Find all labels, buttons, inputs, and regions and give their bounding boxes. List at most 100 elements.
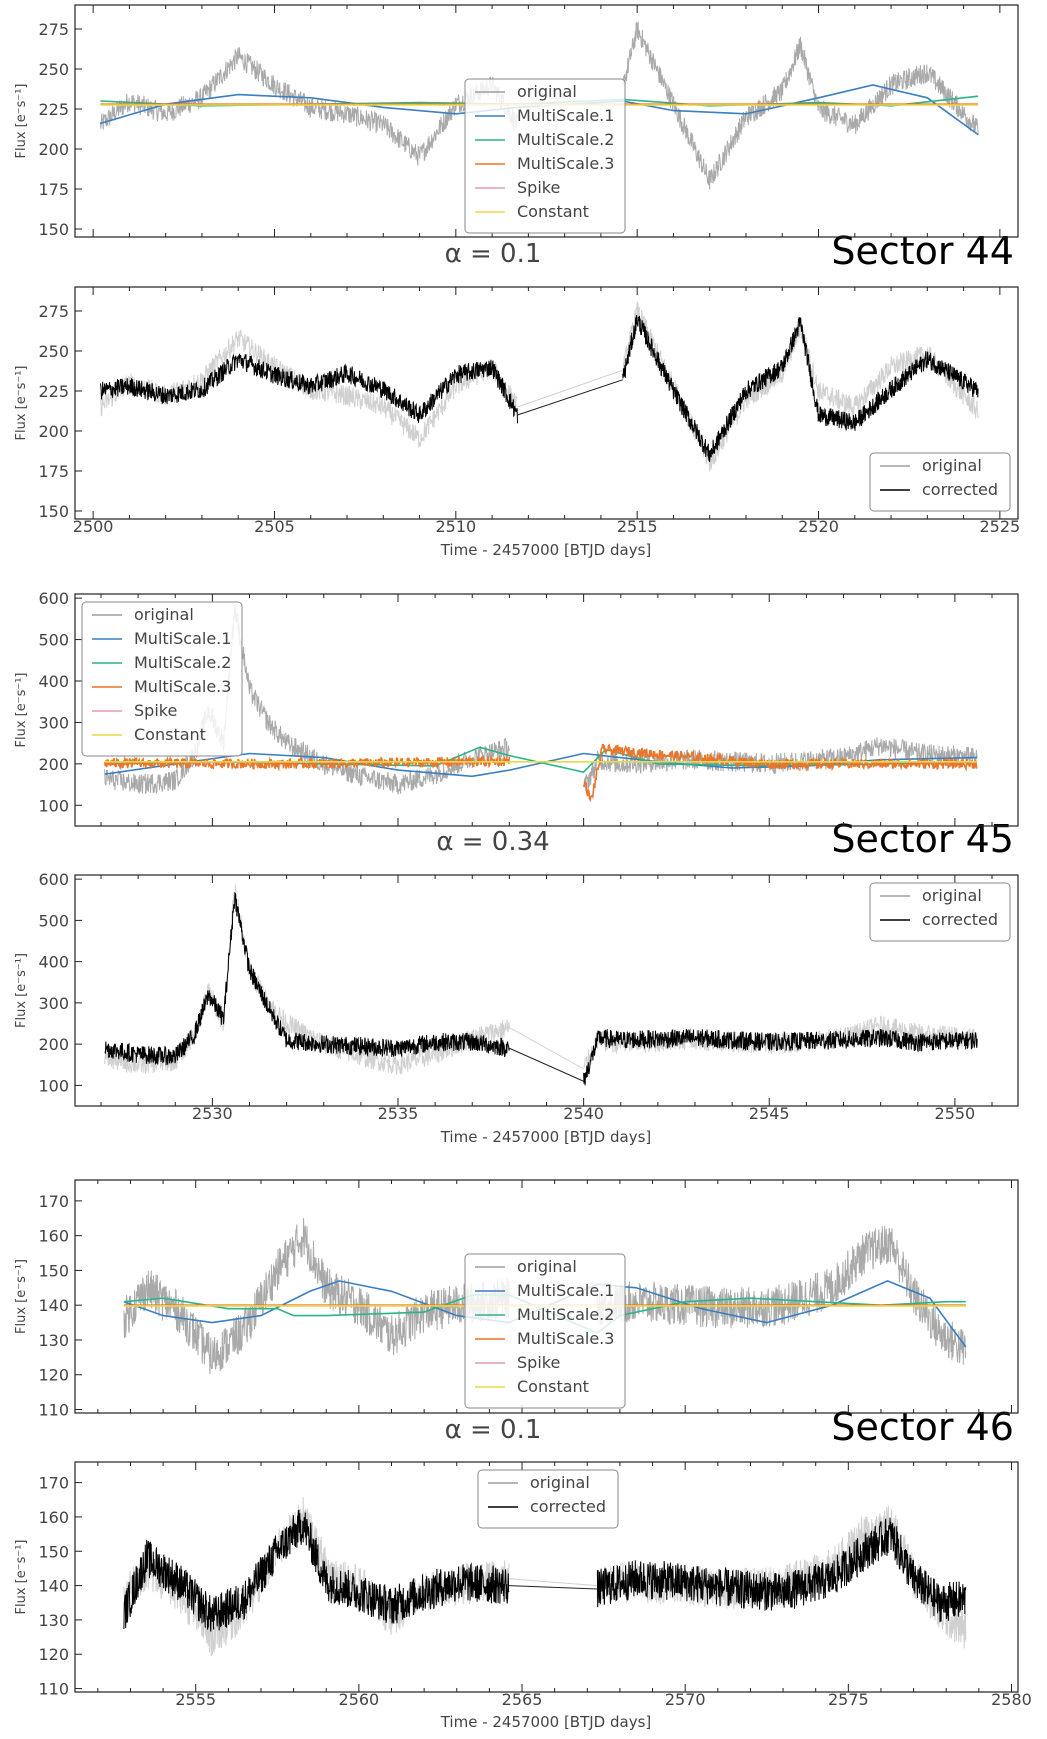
- x-axis-label: Time - 2457000 [BTJD days]: [440, 541, 652, 559]
- sector-title: Sector 44: [831, 229, 1014, 273]
- x-tick-label: 2555: [175, 1690, 216, 1709]
- x-tick-label: 2565: [502, 1690, 543, 1709]
- y-tick-label: 150: [38, 502, 69, 521]
- legend: original MultiScale.1 MultiScale.2 MultiSca…: [464, 1253, 626, 1409]
- y-tick-label: 100: [38, 1076, 69, 1095]
- legend-label: corrected: [922, 910, 998, 929]
- y-tick-label: 600: [38, 870, 69, 889]
- y-axis-label: Flux [e⁻s⁻¹]: [14, 1259, 29, 1334]
- y-tick-label: 275: [38, 302, 69, 321]
- y-tick-label: 140: [38, 1296, 69, 1315]
- y-tick-label: 150: [38, 220, 69, 239]
- y-tick-label: 225: [38, 382, 69, 401]
- y-tick-label: 160: [38, 1508, 69, 1527]
- legend-box: [477, 1469, 619, 1529]
- y-tick-label: 600: [38, 589, 69, 608]
- y-tick-label: 225: [38, 100, 69, 119]
- original-gap-line: [508, 1578, 598, 1587]
- legend-box: [464, 1253, 626, 1409]
- corrected-panel: 110 120 130 140 150 160 170 Flux [e⁻s⁻¹] 2555 256…: [14, 1461, 1032, 1731]
- legend-label: MultiScale.1: [517, 1281, 614, 1300]
- y-tick-label: 175: [38, 462, 69, 481]
- y-axis-label: Flux [e⁻s⁻¹]: [14, 365, 29, 440]
- corrected-series-line: [123, 1509, 967, 1632]
- x-tick-label: 2535: [378, 1104, 419, 1123]
- legend-label: MultiScale.2: [517, 1305, 614, 1324]
- legend-box: [869, 882, 1011, 942]
- y-tick-label: 200: [38, 140, 69, 159]
- x-tick-label: 2500: [73, 517, 114, 536]
- legend-box: [464, 78, 626, 234]
- plot-frame: [74, 1179, 1019, 1414]
- y-tick-label: 110: [38, 1680, 69, 1699]
- y-tick-label: 400: [38, 672, 69, 691]
- legend-label: original: [922, 456, 982, 475]
- corrected-panel: 100 200 300 400 500 600 Flux [e⁻s⁻¹] 2530 2535 25…: [14, 870, 1019, 1146]
- legend-label: corrected: [530, 1497, 606, 1516]
- legend: original corrected: [869, 452, 1011, 512]
- plot-frame: [74, 4, 1019, 238]
- legend-label: original: [134, 605, 194, 624]
- x-tick-label: 2545: [749, 1104, 790, 1123]
- legend-label: corrected: [922, 480, 998, 499]
- legend: original corrected: [477, 1469, 619, 1529]
- y-tick-label: 275: [38, 20, 69, 39]
- legend-label: original: [530, 1473, 590, 1492]
- legend-label: Constant: [517, 1377, 589, 1396]
- y-tick-label: 150: [38, 1261, 69, 1280]
- x-tick-label: 2505: [254, 517, 295, 536]
- corrected-gap-line: [508, 1585, 598, 1590]
- plot-area: [103, 604, 978, 803]
- model-panel: 150 175 200 225 250 275 Flux [e⁻s⁻¹] original Mu…: [14, 4, 1019, 239]
- corrected-series-line: [99, 315, 979, 462]
- legend-label: Spike: [517, 1353, 560, 1372]
- corrected-panel: 150 175 200 225 250 275 Flux [e⁻s⁻¹] 2500 2505 25…: [14, 286, 1021, 559]
- y-tick-label: 100: [38, 796, 69, 815]
- x-tick-label: 2525: [980, 517, 1021, 536]
- y-tick-label: 200: [38, 422, 69, 441]
- y-tick-label: 160: [38, 1227, 69, 1246]
- legend-label: Constant: [134, 725, 206, 744]
- plot-area: [99, 301, 979, 472]
- sector-title: Sector 46: [831, 1405, 1014, 1449]
- legend-label: MultiScale.2: [517, 130, 614, 149]
- y-tick-label: 500: [38, 631, 69, 650]
- y-tick-label: 170: [38, 1474, 69, 1493]
- x-tick-label: 2530: [192, 1104, 233, 1123]
- corrected-gap-line: [517, 379, 623, 416]
- x-tick-label: 2550: [935, 1104, 976, 1123]
- legend-label: original: [922, 886, 982, 905]
- legend-label: MultiScale.1: [517, 106, 614, 125]
- legend: original MultiScale.1 MultiScale.2 MultiSca…: [81, 601, 243, 757]
- model-panel: 100 200 300 400 500 600 Flux [e⁻s⁻¹] original Mu…: [14, 589, 1019, 827]
- legend-label: Constant: [517, 202, 589, 221]
- x-tick-label: 2580: [991, 1690, 1032, 1709]
- alpha-label: α = 0.1: [445, 1415, 542, 1445]
- x-tick-label: 2560: [339, 1690, 380, 1709]
- y-tick-label: 250: [38, 60, 69, 79]
- y-tick-label: 300: [38, 713, 69, 732]
- legend-box: [869, 452, 1011, 512]
- y-axis-label: Flux [e⁻s⁻¹]: [14, 1539, 29, 1614]
- chart-sector-3: α = 0.1 Sector 46 110 120 130 140 150 160 170 Flu…: [14, 1179, 1032, 1731]
- plot-area: [123, 1496, 967, 1657]
- legend-label: MultiScale.3: [134, 677, 231, 696]
- y-tick-label: 120: [38, 1645, 69, 1664]
- y-tick-label: 170: [38, 1192, 69, 1211]
- y-tick-label: 200: [38, 1035, 69, 1054]
- y-tick-label: 200: [38, 755, 69, 774]
- plot-area: [104, 884, 978, 1086]
- y-tick-label: 130: [38, 1611, 69, 1630]
- plot-frame: [74, 286, 1019, 520]
- chart-sector-2: α = 0.34 Sector 45 100 200 300 400 500 600 Flux …: [14, 589, 1019, 1146]
- y-tick-label: 140: [38, 1577, 69, 1596]
- x-tick-label: 2575: [828, 1690, 869, 1709]
- plot-frame: [74, 1461, 1019, 1693]
- legend-label: MultiScale.3: [517, 1329, 614, 1348]
- x-tick-label: 2570: [665, 1690, 706, 1709]
- x-tick-label: 2510: [435, 517, 476, 536]
- corrected-series-line: [104, 891, 978, 1086]
- x-tick-label: 2540: [563, 1104, 604, 1123]
- legend-label: Spike: [517, 178, 560, 197]
